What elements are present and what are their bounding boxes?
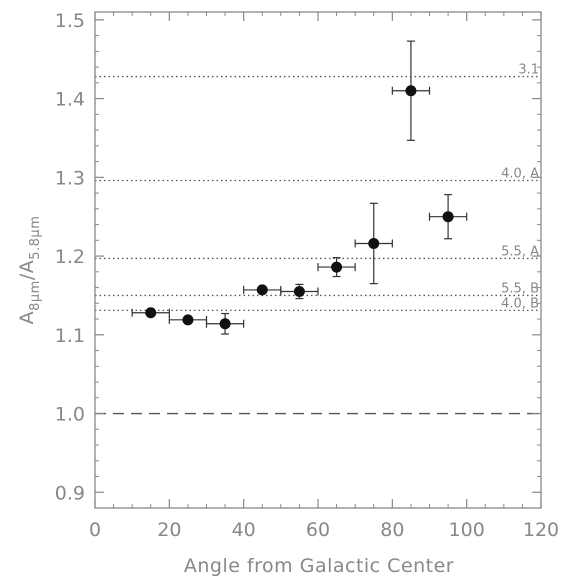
data-point — [219, 318, 231, 330]
error-bars — [131, 40, 468, 335]
reference-line-label: 4.0, A — [501, 166, 539, 181]
y-tick-label: 1.2 — [55, 246, 85, 268]
reference-line-label: 5.5, B — [501, 281, 539, 296]
x-axis-label: Angle from Galactic Center — [184, 555, 454, 577]
x-tick-label: 0 — [89, 519, 101, 541]
reference-line-label: 4.0, B — [501, 296, 539, 311]
x-tick-label: 20 — [157, 519, 181, 541]
x-tick-label: 100 — [449, 519, 485, 541]
y-axis-label-sep: /A — [16, 260, 38, 280]
data-point — [182, 314, 194, 326]
x-tick-label: 40 — [232, 519, 256, 541]
x-tick-label: 120 — [523, 519, 559, 541]
reference-line-label: 3.1 — [518, 63, 539, 78]
y-tick-label: 0.9 — [55, 482, 85, 504]
reference-line-label: 5.5, A — [501, 244, 539, 259]
data-points — [145, 85, 454, 330]
data-point — [405, 85, 417, 97]
y-tick-label: 1.4 — [55, 89, 85, 111]
y-tick-label: 1.1 — [55, 325, 85, 347]
y-axis-label: A8μm/A5.8μm — [16, 216, 43, 325]
data-point — [331, 261, 343, 273]
y-axis-label-a: A — [16, 311, 38, 325]
data-point — [442, 211, 454, 223]
plot-frame — [94, 11, 542, 509]
x-tick-labels: 0 20 40 60 80 100 120 — [89, 519, 559, 541]
x-tick-label: 80 — [380, 519, 404, 541]
y-tick-label: 1.3 — [55, 167, 85, 189]
y-tick-labels: 0.9 1.0 1.1 1.2 1.3 1.4 1.5 — [55, 10, 85, 504]
y-tick-label: 1.5 — [55, 10, 85, 32]
axis-ticks — [94, 12, 542, 509]
y-tick-label: 1.0 — [55, 404, 85, 426]
data-point — [256, 284, 268, 296]
data-point — [145, 307, 157, 319]
y-axis-label-sub1: 8μm — [28, 280, 43, 311]
data-point — [368, 237, 380, 249]
reference-labels: 3.1 4.0, A 5.5, A 5.5, B4.0, B — [501, 63, 539, 312]
y-axis-label-sub2: 5.8μm — [28, 216, 43, 260]
data-point — [293, 285, 305, 297]
reference-lines — [95, 75, 541, 415]
x-tick-label: 60 — [306, 519, 330, 541]
